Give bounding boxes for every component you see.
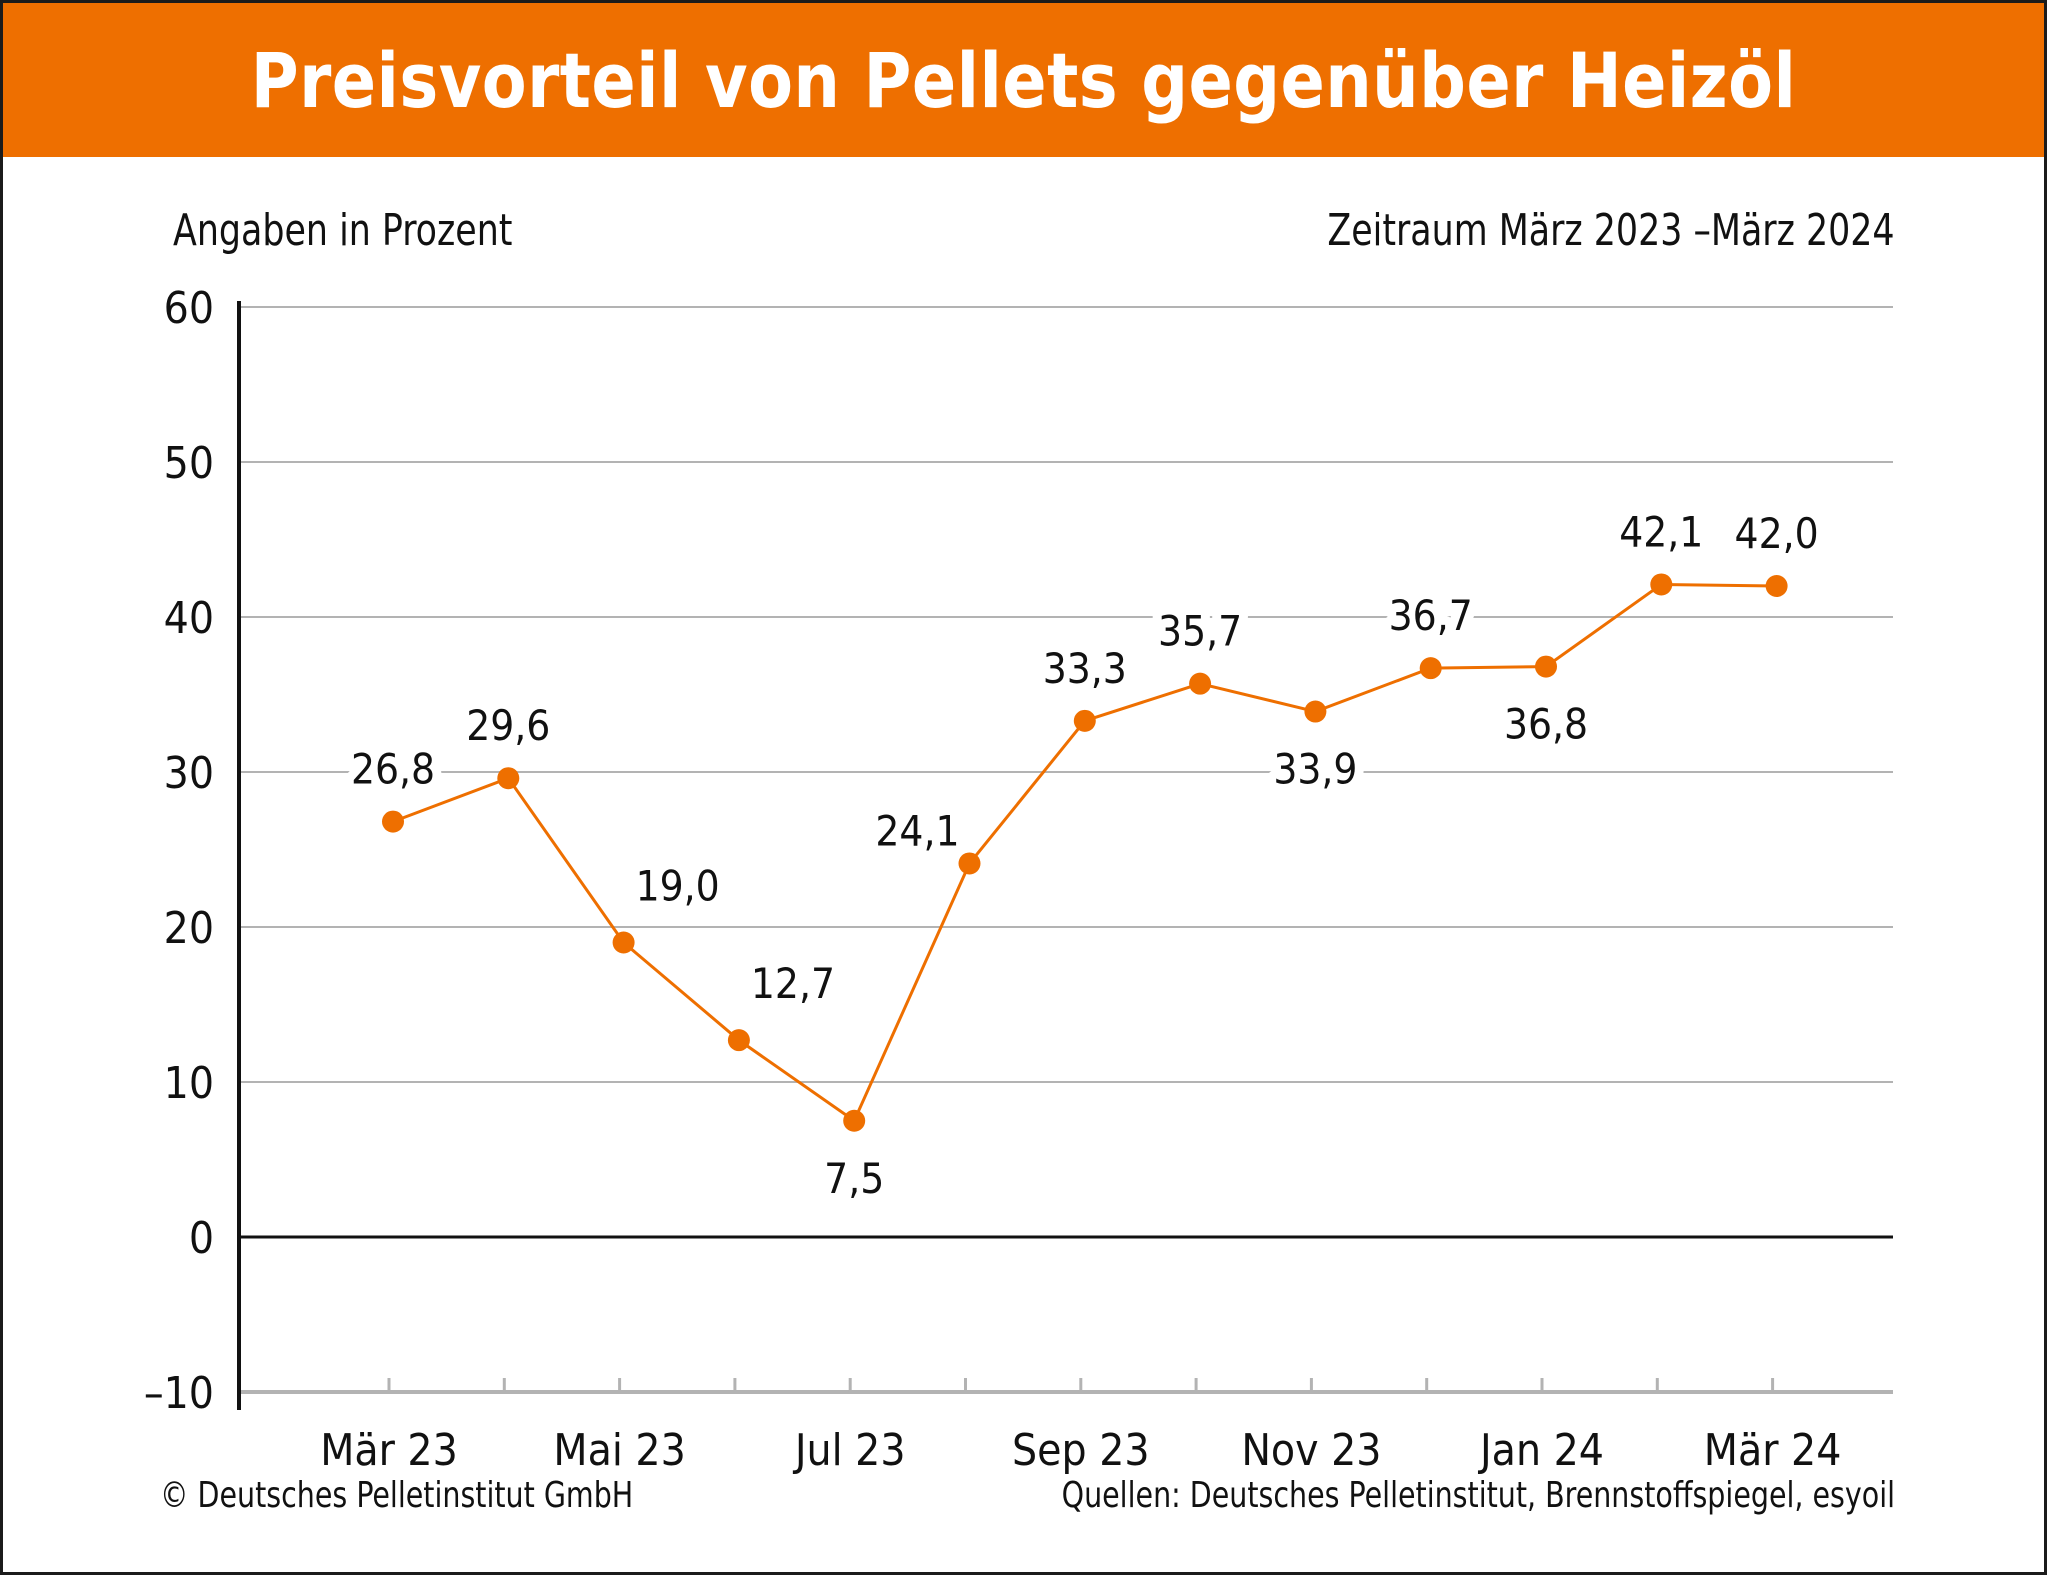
sources-note: Quellen: Deutsches Pelletinstitut, Brenn… bbox=[1061, 1475, 1895, 1516]
copyright-note: © Deutsches Pelletinstitut GmbH bbox=[160, 1475, 634, 1516]
data-label: 12,7 bbox=[751, 959, 835, 1008]
x-tick-label: Jul 23 bbox=[792, 1425, 906, 1476]
chart-title: Preisvorteil von Pellets gegenüber Heizö… bbox=[250, 35, 1797, 125]
data-label: 24,1 bbox=[875, 806, 959, 855]
data-label: 36,7 bbox=[1389, 591, 1473, 640]
x-tick-label: Sep 23 bbox=[1012, 1425, 1150, 1476]
y-tick-label: 10 bbox=[164, 1058, 214, 1109]
header-banner: Preisvorteil von Pellets gegenüber Heizö… bbox=[3, 3, 2044, 157]
data-point bbox=[958, 852, 981, 875]
x-tick-label: Nov 23 bbox=[1241, 1425, 1381, 1476]
x-tick-label: Mai 23 bbox=[553, 1425, 685, 1476]
y-tick-label: 40 bbox=[164, 593, 214, 644]
data-label: 42,1 bbox=[1619, 507, 1703, 556]
y-tick-label: 30 bbox=[164, 748, 214, 799]
data-point bbox=[497, 767, 520, 790]
data-point bbox=[1765, 575, 1788, 597]
y-tick-label: –10 bbox=[144, 1368, 214, 1419]
data-point bbox=[1189, 672, 1212, 695]
data-label: 42,0 bbox=[1735, 509, 1819, 558]
data-label: 36,8 bbox=[1504, 700, 1588, 749]
period-label: Zeitraum März 2023 –März 2024 bbox=[1327, 205, 1895, 256]
y-tick-label: 20 bbox=[164, 903, 214, 954]
data-point bbox=[382, 810, 404, 833]
data-point bbox=[1535, 655, 1557, 678]
data-label: 33,9 bbox=[1273, 745, 1357, 794]
data-point bbox=[1073, 709, 1096, 732]
data-label: 19,0 bbox=[636, 862, 720, 911]
x-tick-label: Jan 24 bbox=[1477, 1425, 1604, 1476]
data-point bbox=[1650, 573, 1673, 596]
unit-label: Angaben in Prozent bbox=[173, 205, 513, 256]
data-point bbox=[1304, 700, 1327, 723]
x-tick-label: Mär 24 bbox=[1704, 1425, 1842, 1476]
data-point bbox=[612, 931, 635, 954]
data-label: 29,6 bbox=[466, 701, 550, 750]
data-point bbox=[727, 1029, 750, 1052]
data-label: 35,7 bbox=[1158, 607, 1242, 656]
y-tick-label: 0 bbox=[189, 1213, 214, 1264]
data-label: 33,3 bbox=[1043, 644, 1127, 693]
data-point bbox=[843, 1109, 866, 1132]
y-tick-label: 60 bbox=[164, 283, 214, 334]
y-tick-label: 50 bbox=[164, 438, 214, 489]
x-tick-label: Mär 23 bbox=[320, 1425, 458, 1476]
data-label: 26,8 bbox=[351, 745, 435, 794]
data-label: 7,5 bbox=[824, 1154, 884, 1203]
data-point bbox=[1419, 657, 1442, 680]
